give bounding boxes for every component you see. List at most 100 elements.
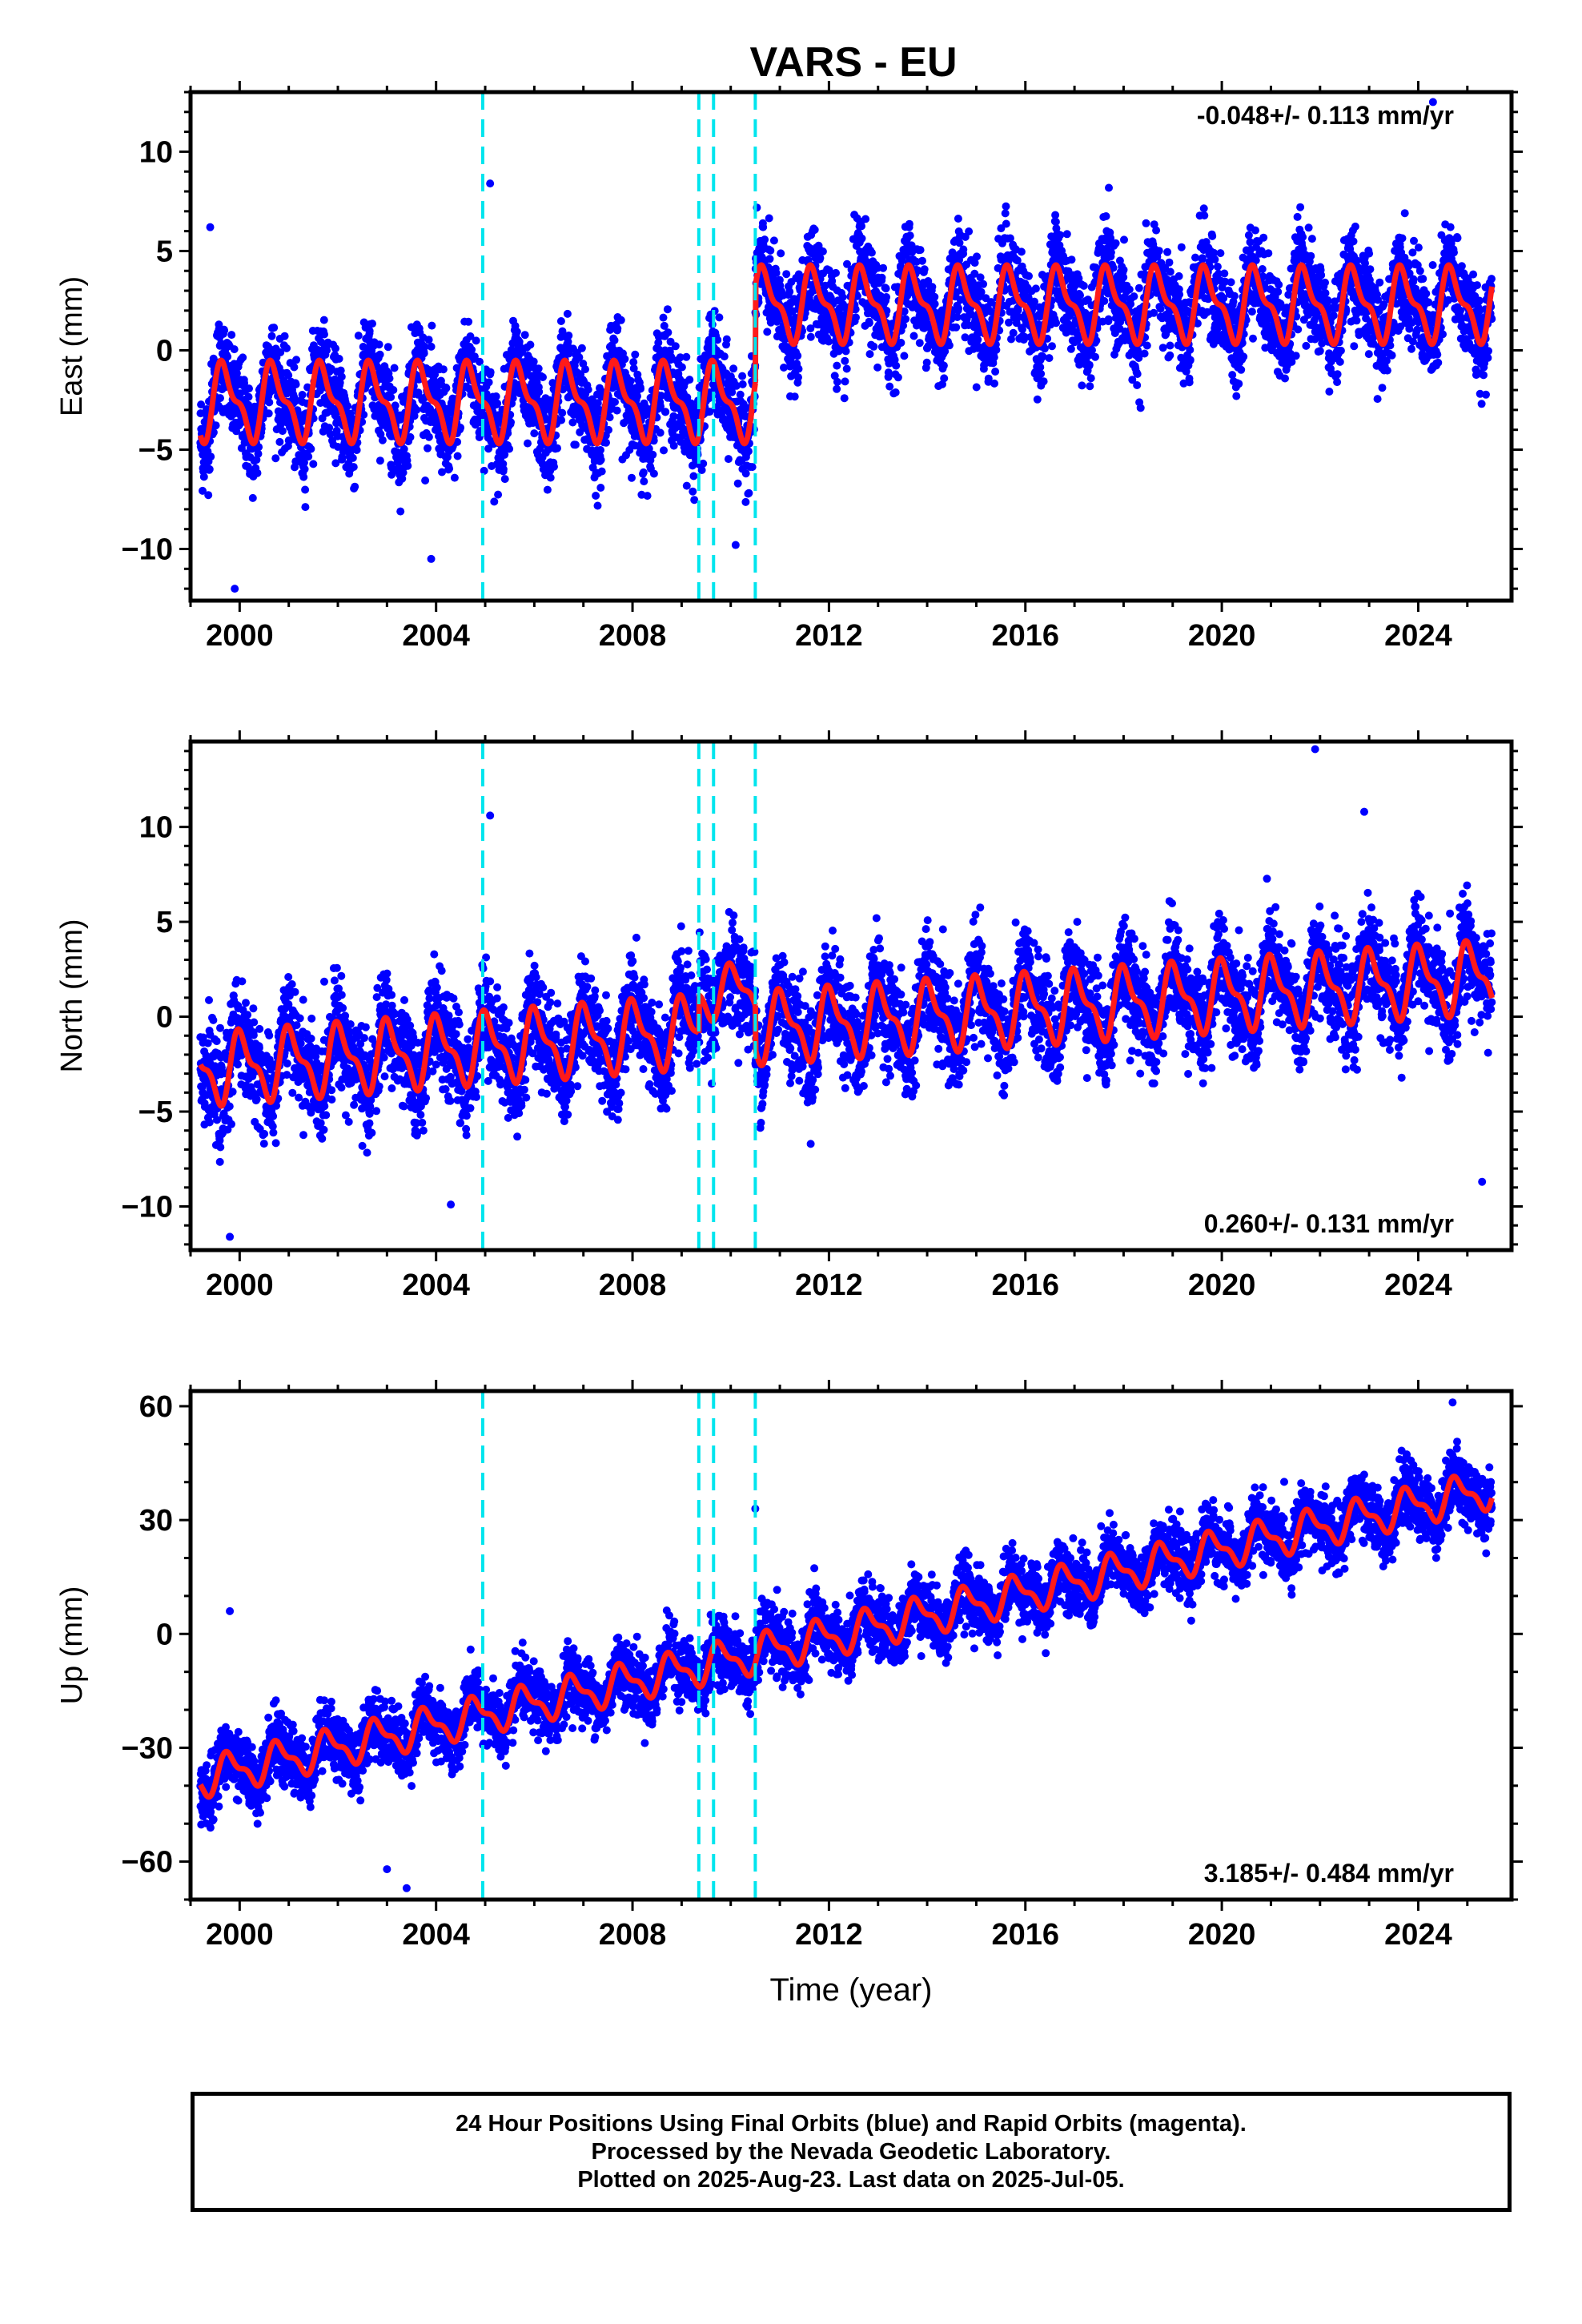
- data-point: [1185, 378, 1194, 387]
- data-point: [468, 345, 476, 354]
- data-point: [853, 292, 861, 300]
- data-point: [780, 364, 788, 372]
- data-point: [453, 452, 462, 460]
- data-point: [1165, 258, 1174, 267]
- data-point: [480, 466, 488, 475]
- data-point: [669, 412, 678, 420]
- data-point: [331, 459, 340, 468]
- data-point: [1088, 346, 1096, 355]
- data-point: [424, 336, 433, 344]
- data-point: [301, 503, 310, 512]
- data-point: [930, 300, 939, 308]
- data-point: [1025, 271, 1033, 280]
- data-point: [264, 409, 273, 418]
- data-point: [1086, 382, 1094, 391]
- data-point: [331, 344, 339, 353]
- data-point: [530, 429, 539, 438]
- data-point: [833, 377, 841, 386]
- data-point: [577, 344, 586, 352]
- data-point: [893, 373, 902, 382]
- data-point: [865, 350, 874, 359]
- data-points-east: [196, 98, 1496, 593]
- data-point: [842, 364, 851, 373]
- data-point: [1198, 254, 1207, 263]
- data-point: [343, 402, 352, 410]
- data-point: [899, 321, 908, 330]
- data-point: [1237, 365, 1246, 374]
- data-point: [512, 328, 521, 336]
- data-point: [199, 472, 208, 481]
- data-point: [644, 444, 653, 453]
- data-point: [939, 361, 948, 370]
- data-point: [1070, 281, 1079, 290]
- data-point: [1258, 265, 1267, 273]
- data-point: [765, 214, 773, 223]
- data-point: [930, 292, 939, 301]
- data-point: [1030, 297, 1038, 306]
- data-point: [884, 368, 893, 377]
- data-point: [1156, 304, 1165, 313]
- data-point: [412, 405, 421, 414]
- data-point: [543, 485, 552, 494]
- data-point: [304, 452, 313, 461]
- data-point: [720, 352, 729, 361]
- data-point: [744, 447, 753, 456]
- data-point: [732, 381, 741, 390]
- data-point: [1105, 183, 1113, 192]
- data-point: [1259, 233, 1268, 242]
- data-point: [952, 323, 961, 332]
- data-point: [1062, 230, 1071, 239]
- data-point: [336, 366, 345, 375]
- data-point: [1067, 255, 1076, 264]
- data-point: [270, 324, 279, 332]
- data-point: [690, 496, 699, 505]
- data-point: [765, 255, 774, 263]
- data-point: [490, 497, 499, 506]
- data-point: [940, 374, 949, 383]
- data-point: [830, 372, 839, 380]
- data-point: [922, 358, 931, 367]
- data-point: [1133, 381, 1142, 389]
- data-point: [520, 331, 529, 340]
- data-point: [1150, 308, 1158, 317]
- data-point: [1083, 296, 1092, 304]
- data-point: [761, 235, 769, 244]
- data-point: [245, 384, 253, 393]
- data-point: [421, 476, 430, 485]
- data-point: [1235, 380, 1243, 388]
- data-point: [352, 446, 361, 454]
- data-point: [955, 239, 964, 247]
- data-point: [1208, 231, 1217, 240]
- data-point: [882, 307, 891, 315]
- data-point: [1075, 352, 1084, 361]
- data-point: [832, 268, 840, 277]
- data-point: [1175, 290, 1184, 299]
- data-point: [1014, 306, 1022, 315]
- data-point: [873, 363, 882, 372]
- data-point: [1002, 202, 1010, 211]
- data-point: [629, 364, 638, 372]
- data-point: [1074, 274, 1083, 283]
- data-point: [1134, 283, 1143, 292]
- data-point: [777, 249, 785, 258]
- data-point: [900, 307, 909, 316]
- data-point: [920, 265, 929, 274]
- data-point: [298, 391, 307, 399]
- data-point: [597, 467, 606, 476]
- data-point: [300, 458, 308, 467]
- data-point: [505, 444, 514, 453]
- data-point: [383, 343, 392, 352]
- data-point: [317, 338, 325, 347]
- data-point: [220, 326, 229, 335]
- data-point: [713, 336, 722, 344]
- data-point: [802, 304, 811, 312]
- data-point: [1014, 312, 1023, 321]
- data-point: [563, 309, 572, 318]
- data-point: [564, 337, 572, 346]
- data-point: [280, 332, 289, 340]
- data-point: [867, 248, 876, 257]
- data-point: [1091, 352, 1099, 361]
- data-point: [916, 246, 925, 255]
- data-point: [1133, 370, 1142, 378]
- data-point: [901, 315, 910, 324]
